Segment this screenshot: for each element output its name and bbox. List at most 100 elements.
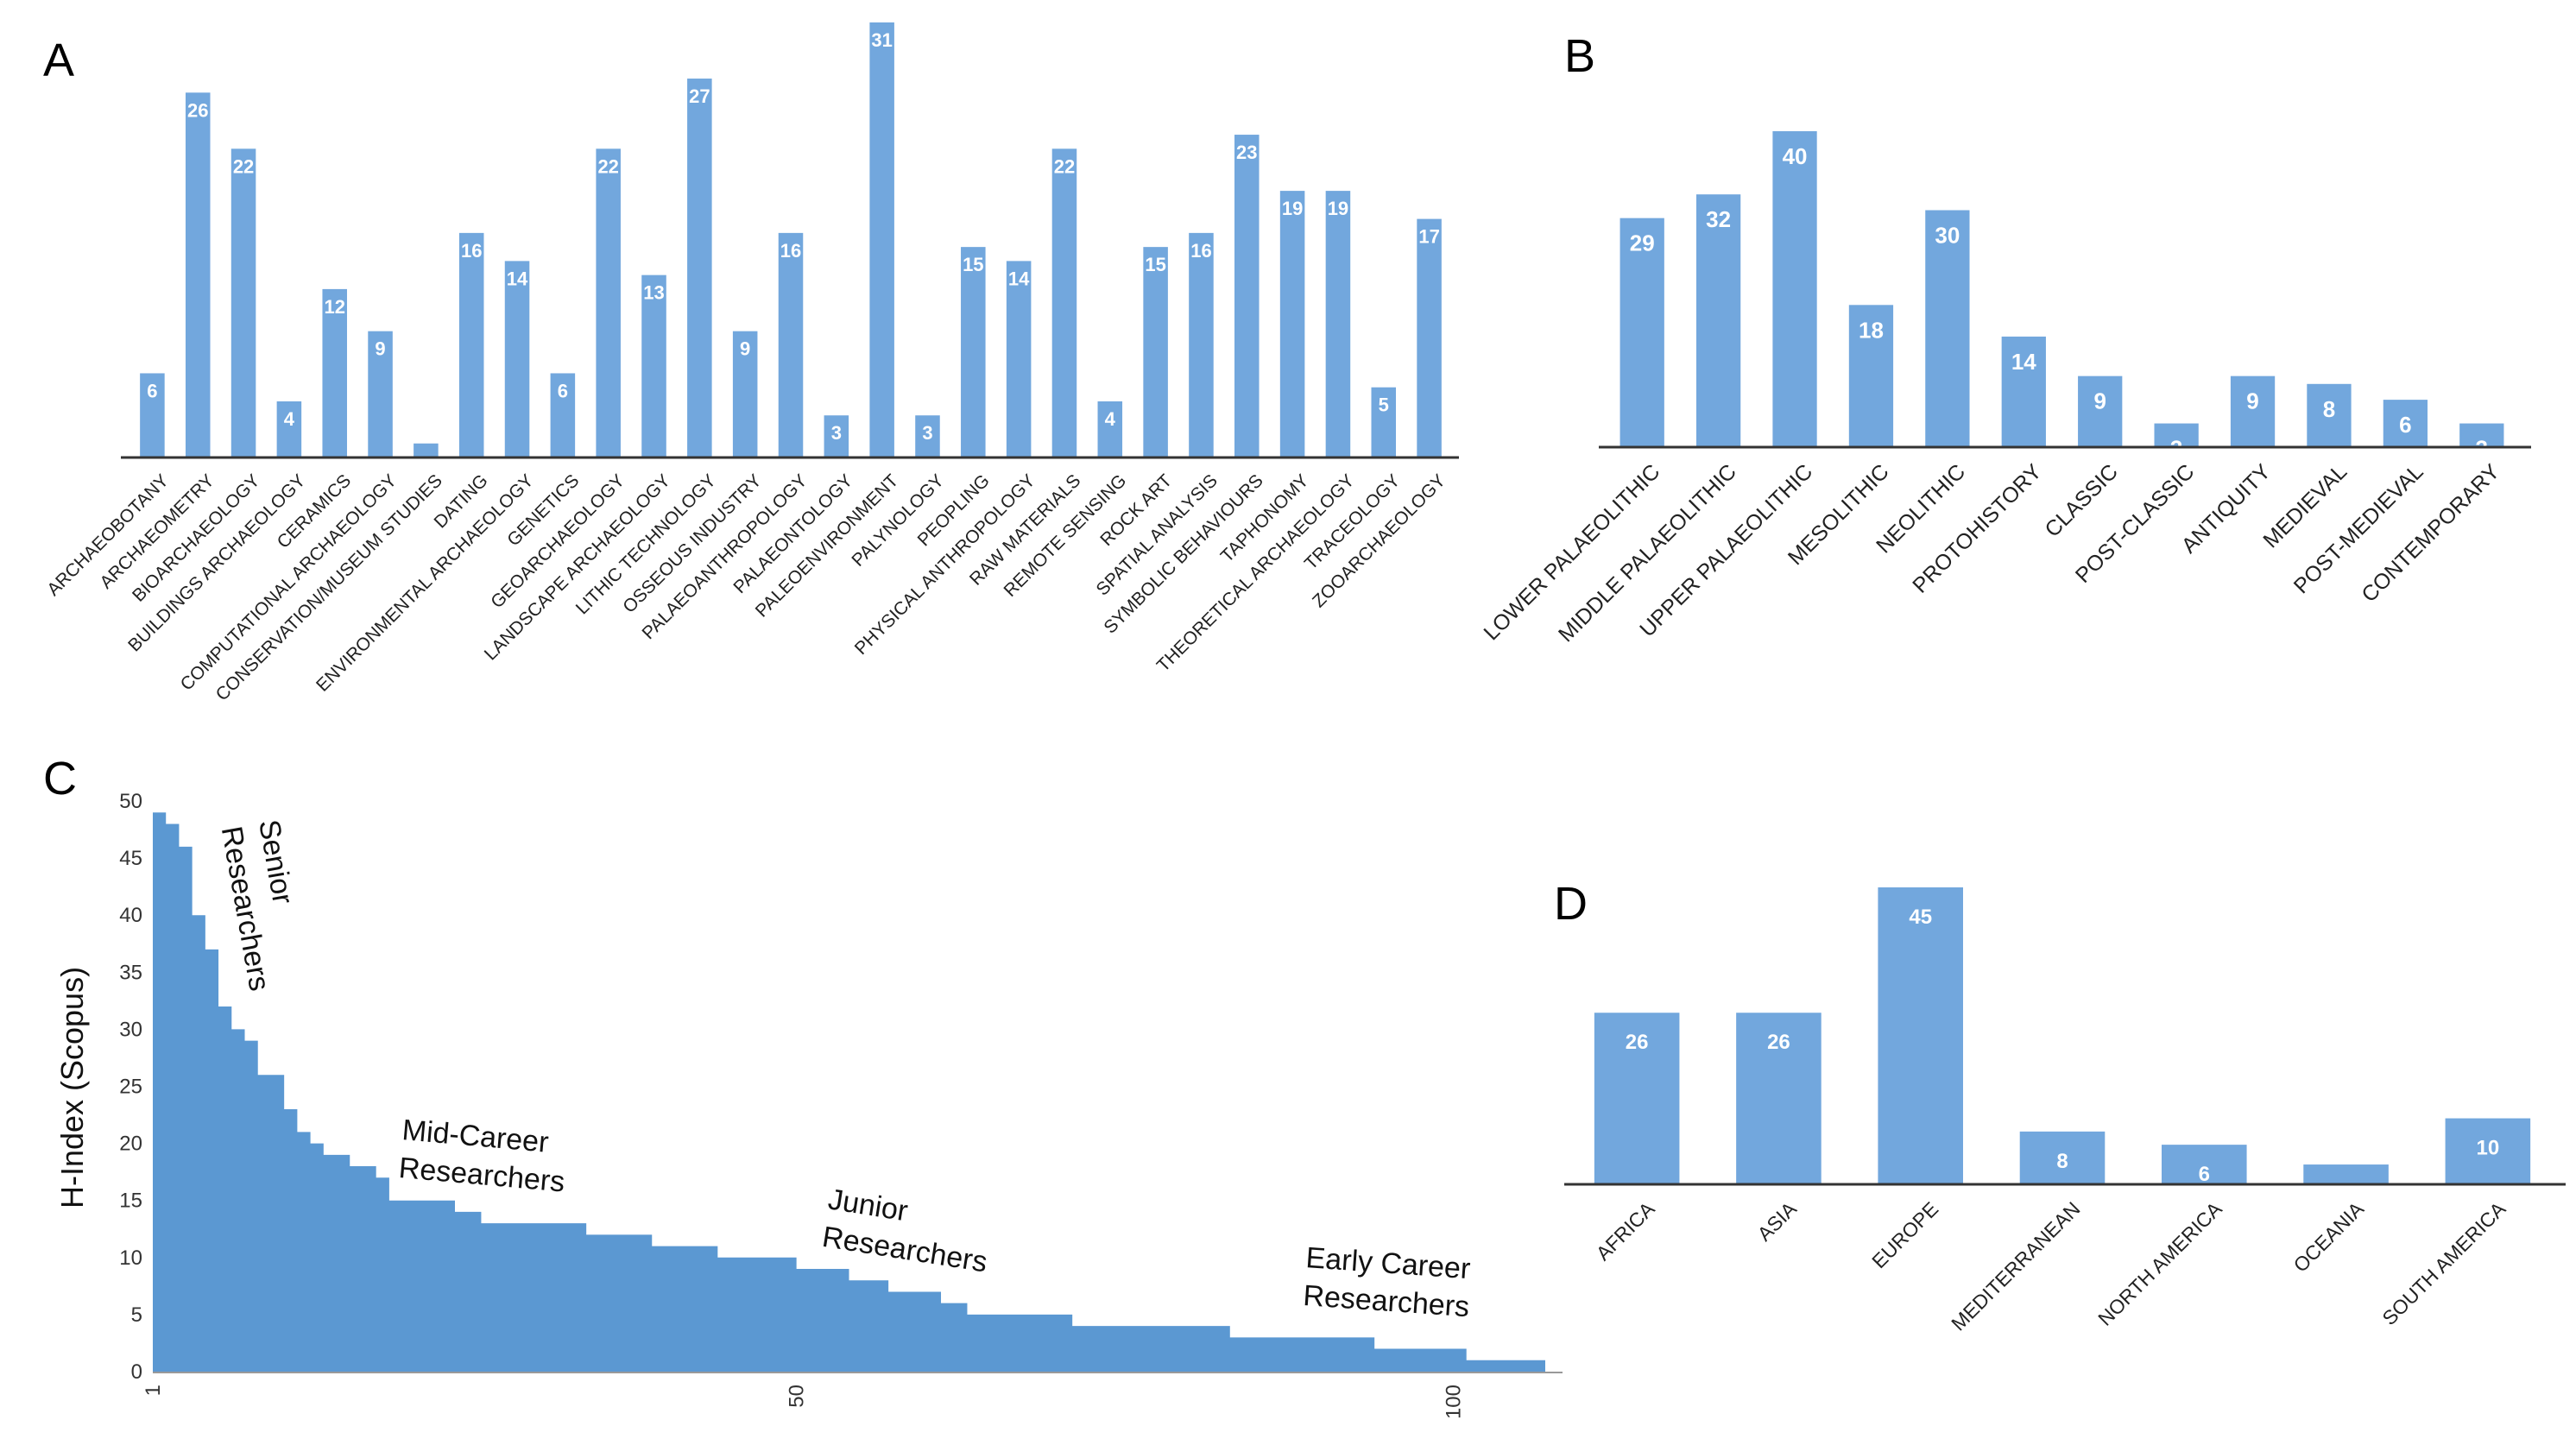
panel-letter-b: B — [1564, 30, 1595, 82]
bar-value-label: 3 — [2476, 436, 2488, 462]
bar-value-label: 9 — [740, 338, 750, 360]
h-index-area — [153, 812, 1545, 1372]
panel-a-bar-chart: 6ARCHAEOBOTANY26ARCHAEOMETRY22BIOARCHAEO… — [43, 22, 1459, 704]
bar-d-5 — [2303, 1164, 2389, 1184]
bar-value-label: 14 — [507, 268, 528, 289]
bar-value-label: 6 — [147, 380, 157, 401]
bar-value-label: 15 — [1145, 254, 1165, 275]
annotation-line: Mid-Career — [401, 1114, 550, 1159]
annotation-line: Junior — [826, 1183, 910, 1227]
bar-a-21 — [1097, 401, 1123, 457]
bar-value-label: 23 — [1236, 142, 1257, 163]
bar-a-4 — [322, 288, 347, 457]
bar-value-label: 26 — [1626, 1031, 1649, 1054]
bar-value-label: 22 — [597, 155, 618, 177]
bar-a-28 — [1417, 218, 1442, 457]
bar-value-label: 8 — [2323, 396, 2335, 422]
annotation-junior: JuniorResearchers — [820, 1183, 995, 1278]
bar-b-3 — [1848, 305, 1894, 447]
panel-c-area-chart: 0 5 10 15 20 25 30 35 40 45 50 1 50 100 H-Index (Scopu… — [54, 790, 1563, 1419]
bar-a-2 — [230, 148, 256, 458]
category-label: AFRICA — [1592, 1197, 1659, 1265]
category-label: OCEANIA — [2289, 1197, 2369, 1277]
bar-b-4 — [1925, 210, 1970, 447]
y-tick-label: 45 — [119, 847, 142, 870]
bar-a-26 — [1325, 191, 1351, 457]
bar-value-label: 18 — [1859, 317, 1884, 343]
bar-value-label: 12 — [324, 296, 344, 318]
y-tick-label: 0 — [131, 1360, 142, 1384]
bar-value-label: 30 — [1935, 223, 1960, 249]
bar-value-label: 6 — [558, 380, 568, 401]
bar-value-label: 6 — [2399, 412, 2411, 438]
bar-value-label: 4 — [284, 408, 295, 430]
bar-a-19 — [1006, 261, 1032, 457]
bar-a-7 — [458, 232, 484, 457]
y-axis-title: H-Index (Scopus) — [54, 967, 90, 1208]
bar-a-17 — [915, 415, 940, 457]
annotation-mid: Mid-CareerResearchers — [397, 1114, 569, 1198]
annotation-early: Early CareerResearchers — [1302, 1241, 1473, 1323]
bar-a-8 — [504, 261, 530, 457]
category-label: EUROPE — [1867, 1197, 1942, 1272]
y-tick-label: 20 — [119, 1133, 142, 1156]
category-label: NORTH AMERICA — [2093, 1197, 2226, 1330]
bar-value-label: 9 — [2093, 388, 2106, 414]
bar-d-2 — [1878, 887, 1963, 1184]
y-tick-label: 30 — [119, 1018, 142, 1041]
bar-value-label: 10 — [2477, 1137, 2500, 1160]
bar-value-label: 5 — [1379, 394, 1389, 416]
bar-d-6 — [2445, 1118, 2531, 1184]
bar-a-27 — [1371, 387, 1397, 457]
panel-letter-a: A — [43, 35, 74, 86]
bar-a-6 — [414, 443, 439, 457]
bar-b-1 — [1695, 194, 1741, 447]
bar-value-label: 3 — [831, 422, 842, 444]
bar-b-7 — [2154, 423, 2199, 447]
bar-d-0 — [1594, 1013, 1680, 1184]
bar-value-label: 14 — [2011, 349, 2036, 375]
y-tick-label: 40 — [119, 904, 142, 927]
bar-b-6 — [2078, 375, 2123, 447]
bar-a-20 — [1051, 148, 1077, 458]
x-tick-label: 100 — [1442, 1385, 1465, 1419]
bar-a-25 — [1279, 191, 1305, 457]
bar-a-12 — [687, 79, 712, 457]
bar-a-11 — [641, 274, 666, 457]
bar-value-label: 27 — [689, 85, 710, 107]
bar-b-10 — [2383, 400, 2428, 447]
category-label: PROTOHISTORY — [1908, 459, 2047, 598]
bar-b-11 — [2459, 423, 2504, 447]
bar-value-label: 22 — [233, 155, 254, 177]
bar-value-label: 17 — [1418, 226, 1439, 248]
bar-value-label: 40 — [1783, 143, 1808, 169]
bar-value-label: 16 — [1190, 240, 1211, 262]
category-label: ASIA — [1753, 1197, 1802, 1246]
bar-a-24 — [1234, 135, 1260, 457]
bar-a-3 — [276, 401, 302, 457]
bar-b-2 — [1772, 131, 1817, 447]
bar-a-13 — [732, 331, 758, 457]
bar-value-label: 19 — [1282, 198, 1303, 219]
bar-a-18 — [961, 247, 986, 457]
annotation-line: Researchers — [1302, 1279, 1470, 1323]
y-tick-label: 50 — [119, 790, 142, 813]
annotation-senior: SeniorResearchers — [215, 817, 313, 994]
bar-b-0 — [1619, 218, 1664, 447]
bar-a-0 — [140, 373, 165, 457]
bar-value-label: 22 — [1054, 155, 1075, 177]
x-tick-label: 1 — [142, 1385, 165, 1396]
bar-value-label: 26 — [187, 99, 208, 121]
bar-value-label: 4 — [1105, 408, 1116, 430]
bar-value-label: 9 — [2246, 388, 2258, 414]
bar-d-3 — [2019, 1131, 2106, 1184]
bar-a-23 — [1189, 232, 1214, 457]
bar-value-label: 19 — [1328, 198, 1348, 219]
bar-a-5 — [368, 331, 393, 457]
panel-letter-d: D — [1554, 878, 1588, 930]
bar-value-label: 15 — [963, 254, 983, 275]
y-tick-label: 25 — [119, 1076, 142, 1099]
category-label: CLASSIC — [2041, 459, 2123, 541]
category-label: SOUTH AMERICA — [2377, 1197, 2510, 1329]
